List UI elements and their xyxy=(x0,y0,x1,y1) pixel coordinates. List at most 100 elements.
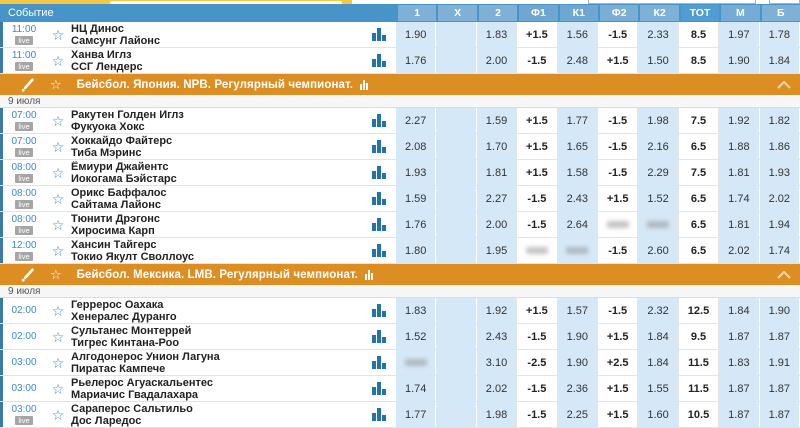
odds-cell-1[interactable]: 1.76 xyxy=(396,212,437,237)
odds-cell-Б[interactable]: 1.84 xyxy=(759,48,800,73)
favorite-star-icon[interactable]: ☆ xyxy=(51,302,65,319)
event-row[interactable]: 08:00 live ☆ Орикс Баффалос Сайтама Лайонс 1.… xyxy=(0,186,800,212)
favorite-star-icon[interactable]: ☆ xyxy=(51,216,65,233)
odds-cell-ТОТ[interactable]: 6.5 xyxy=(677,212,720,237)
odds-cell-Б[interactable]: 1.87 xyxy=(759,376,800,401)
odds-cell-М[interactable]: 1.83 xyxy=(719,350,760,375)
event-info[interactable]: 08:00 live ☆ Орикс Баффалос Сайтама Лайонс xyxy=(0,186,396,211)
event-info[interactable]: 11:00 live ☆ НЦ Динос Самсунг Лайонс xyxy=(0,22,396,47)
odds-cell-Б[interactable]: 1.94 xyxy=(759,212,800,237)
event-row[interactable]: 03:00 ☆ Алгодонерос Унион Лагуна Пиратас Ка… xyxy=(0,350,800,376)
favorite-star-icon[interactable]: ☆ xyxy=(50,77,62,92)
odds-cell-Ф1[interactable]: -1.5 xyxy=(516,376,558,401)
odds-cell-К2[interactable]: 2.29 xyxy=(638,160,679,185)
event-info[interactable]: 02:00 ☆ Сультанес Монтеррей Тигрес Кинтана-… xyxy=(0,324,396,349)
event-row[interactable]: 02:00 ☆ Геррерос Оахака Хенералес Дуранго 1.… xyxy=(0,298,800,324)
league-header-bar[interactable]: ☆ Бейсбол. Япония. NPB. Регулярный чемпио… xyxy=(0,74,800,95)
odds-cell-ТОТ[interactable]: 11.5 xyxy=(677,350,720,375)
match-stats-button[interactable] xyxy=(372,192,396,205)
odds-cell-Ф1[interactable]: -2.5 xyxy=(516,350,558,375)
odds-cell-К2[interactable]: 2.60 xyxy=(638,238,679,263)
match-stats-button[interactable] xyxy=(372,382,396,395)
odds-cell-1[interactable] xyxy=(396,350,437,375)
odds-cell-М[interactable]: 1.87 xyxy=(719,402,760,427)
odds-cell-Б[interactable]: 2.02 xyxy=(759,186,800,211)
odds-cell-2[interactable]: 1.81 xyxy=(476,160,518,185)
favorite-star-icon[interactable]: ☆ xyxy=(51,190,65,207)
odds-cell-Ф2[interactable]: -1.5 xyxy=(597,298,639,323)
league-stats-icon[interactable] xyxy=(364,269,374,280)
odds-cell-К2[interactable]: 1.84 xyxy=(638,324,679,349)
odds-cell-2[interactable]: 1.92 xyxy=(476,298,518,323)
odds-cell-ТОТ[interactable]: 12.5 xyxy=(677,298,720,323)
odds-cell-К2[interactable]: 1.50 xyxy=(638,48,679,73)
league-stats-icon[interactable] xyxy=(360,79,369,90)
match-stats-button[interactable] xyxy=(372,218,396,231)
odds-cell-К1[interactable]: 1.56 xyxy=(557,22,598,47)
odds-cell-2[interactable]: 3.10 xyxy=(476,350,518,375)
event-info[interactable]: 07:00 live ☆ Хоккайдо Файтерс Тиба Мэринс xyxy=(0,134,396,159)
favorite-star-icon[interactable]: ☆ xyxy=(51,242,65,259)
odds-cell-Ф2[interactable]: +1.5 xyxy=(597,48,639,73)
odds-cell-2[interactable]: 2.02 xyxy=(476,376,518,401)
event-row[interactable]: 03:00 live ☆ Сараперос Сальтильо Дос Ларедос… xyxy=(0,402,800,428)
event-info[interactable]: 12:00 live ☆ Хансин Тайгерс Токио Якулт Свол… xyxy=(0,238,396,263)
odds-cell-2[interactable]: 1.83 xyxy=(476,22,518,47)
event-row[interactable]: 08:00 live ☆ Ёмиури Джайентс Иокогама Бэйста… xyxy=(0,160,800,186)
event-row[interactable]: 11:00 live ☆ Ханва Иглз ССГ Лендерс 1.76 2.00-… xyxy=(0,48,800,74)
match-stats-button[interactable] xyxy=(372,330,396,343)
collapse-chevron-icon[interactable] xyxy=(777,270,791,279)
odds-cell-Б[interactable]: 1.91 xyxy=(759,350,800,375)
odds-cell-Ф2[interactable] xyxy=(597,212,639,237)
odds-cell-1[interactable]: 1.80 xyxy=(396,238,437,263)
odds-cell-2[interactable]: 1.98 xyxy=(476,402,518,427)
pencil-icon[interactable] xyxy=(21,78,35,92)
event-info[interactable]: 03:00 ☆ Рьелерос Агуаскальентес Мариачис Гв… xyxy=(0,376,396,401)
event-row[interactable]: 02:00 ☆ Сультанес Монтеррей Тигрес Кинтана-… xyxy=(0,324,800,350)
odds-cell-1[interactable]: 1.77 xyxy=(396,402,437,427)
odds-cell-1[interactable]: 1.52 xyxy=(396,324,437,349)
odds-cell-Ф1[interactable]: -1.5 xyxy=(516,324,558,349)
match-stats-button[interactable] xyxy=(372,114,396,127)
odds-cell-1[interactable]: 1.93 xyxy=(396,160,437,185)
favorite-star-icon[interactable]: ☆ xyxy=(51,328,65,345)
odds-cell-Ф2[interactable]: -1.5 xyxy=(597,22,639,47)
odds-cell-Ф2[interactable]: -1.5 xyxy=(597,108,639,133)
odds-cell-Б[interactable]: 1.93 xyxy=(759,160,800,185)
odds-cell-Б[interactable]: 1.87 xyxy=(759,402,800,427)
odds-cell-К1[interactable]: 1.58 xyxy=(557,160,598,185)
odds-cell-ТОТ[interactable]: 8.5 xyxy=(677,48,720,73)
favorite-star-icon[interactable]: ☆ xyxy=(51,164,65,181)
odds-cell-К2[interactable] xyxy=(638,212,679,237)
odds-cell-Ф1[interactable]: +1.5 xyxy=(516,108,558,133)
odds-cell-Ф1[interactable]: +1.5 xyxy=(516,134,558,159)
match-stats-button[interactable] xyxy=(372,244,396,257)
odds-cell-Ф1[interactable] xyxy=(516,238,558,263)
odds-cell-М[interactable]: 1.97 xyxy=(719,22,760,47)
odds-cell-М[interactable]: 1.90 xyxy=(719,48,760,73)
event-row[interactable]: 08:00 live ☆ Тюнити Дрэгонс Хиросима Карп 1.7… xyxy=(0,212,800,238)
odds-cell-1[interactable]: 1.90 xyxy=(396,22,437,47)
odds-cell-ТОТ[interactable]: 10.5 xyxy=(677,402,720,427)
odds-cell-Ф1[interactable]: +1.5 xyxy=(516,160,558,185)
odds-cell-К1[interactable]: 1.77 xyxy=(557,108,598,133)
odds-cell-ТОТ[interactable]: 7.5 xyxy=(677,108,720,133)
match-stats-button[interactable] xyxy=(372,140,396,153)
odds-cell-2[interactable]: 1.59 xyxy=(476,108,518,133)
odds-cell-К2[interactable]: 2.33 xyxy=(638,22,679,47)
match-stats-button[interactable] xyxy=(372,28,396,41)
odds-cell-М[interactable]: 1.84 xyxy=(719,298,760,323)
event-info[interactable]: 03:00 live ☆ Сараперос Сальтильо Дос Ларедос xyxy=(0,402,396,427)
odds-cell-К1[interactable]: 2.36 xyxy=(557,376,598,401)
odds-cell-ТОТ[interactable]: 11.5 xyxy=(677,376,720,401)
favorite-star-icon[interactable]: ☆ xyxy=(51,26,65,43)
odds-cell-К2[interactable]: 2.16 xyxy=(638,134,679,159)
odds-cell-Ф2[interactable]: -1.5 xyxy=(597,238,639,263)
match-stats-button[interactable] xyxy=(372,54,396,67)
odds-cell-К1[interactable]: 2.48 xyxy=(557,48,598,73)
odds-cell-Ф2[interactable]: -1.5 xyxy=(597,160,639,185)
odds-cell-М[interactable]: 1.88 xyxy=(719,134,760,159)
collapse-chevron-icon[interactable] xyxy=(777,80,791,89)
event-row[interactable]: 07:00 live ☆ Хоккайдо Файтерс Тиба Мэринс 2.0… xyxy=(0,134,800,160)
odds-cell-К1[interactable]: 1.90 xyxy=(557,324,598,349)
